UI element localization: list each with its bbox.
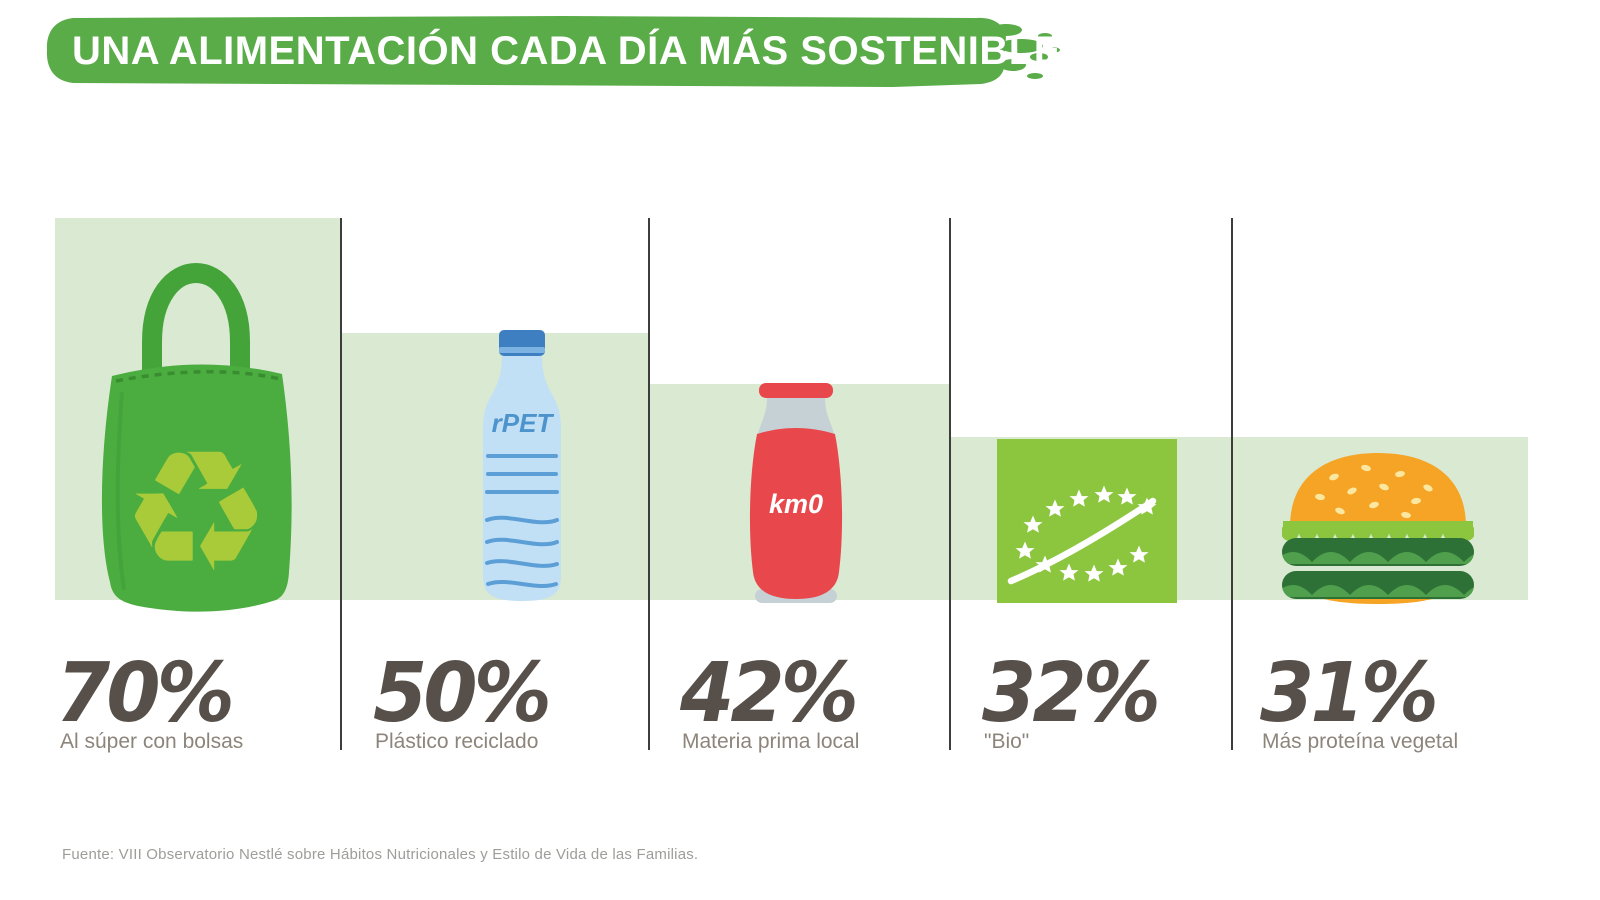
veggie-burger-icon: [1282, 453, 1474, 604]
km0-local-bottle-icon: km0: [749, 383, 843, 603]
eu-organic-leaf-logo-icon: [997, 439, 1177, 603]
stat-value: 42%: [680, 646, 859, 741]
rpet-water-bottle-icon: rPET: [483, 330, 561, 601]
page-title: UNA ALIMENTACIÓN CADA DÍA MÁS SOSTENIBLE: [72, 29, 1061, 73]
rpet-label: rPET: [492, 408, 555, 438]
stat-label: Plástico reciclado: [375, 730, 539, 753]
stat-value: 70%: [56, 646, 235, 741]
column-divider: [1231, 218, 1233, 750]
title-banner-brush-stroke: [46, 16, 1060, 87]
km0-label: km0: [769, 489, 823, 519]
column-divider: [949, 218, 951, 750]
stat-label: Al súper con bolsas: [60, 730, 244, 753]
stat-value: 50%: [373, 646, 552, 741]
recycle-symbol-glyph: ♻: [121, 414, 272, 610]
stat-label: "Bio": [984, 730, 1030, 753]
column-divider: [340, 218, 342, 750]
stat-label: Más proteína vegetal: [1262, 730, 1459, 753]
stat-value: 31%: [1260, 646, 1439, 741]
column-divider: [648, 218, 650, 750]
recycling-tote-bag-icon: ♻: [101, 263, 292, 612]
stat-value: 32%: [982, 646, 1161, 741]
source-note: Fuente: VIII Observatorio Nestlé sobre H…: [62, 846, 699, 863]
stat-label: Materia prima local: [682, 730, 860, 753]
